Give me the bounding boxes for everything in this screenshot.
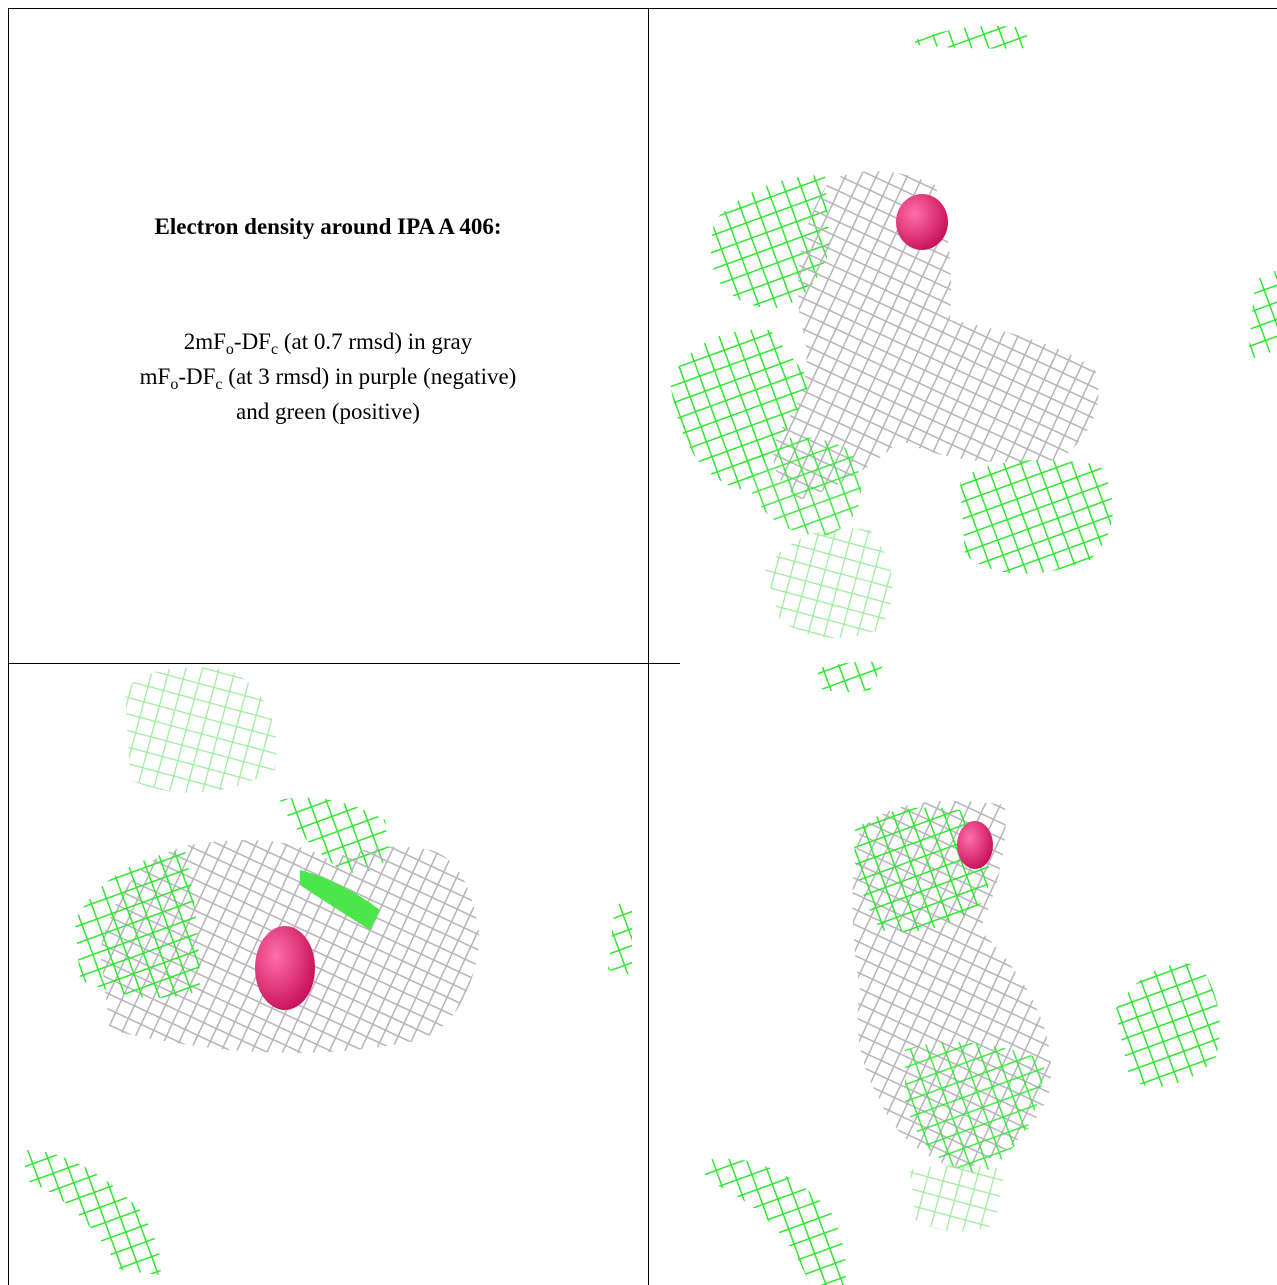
text-run: mF [139,364,171,389]
text-run: -DF [178,364,216,389]
caption-line: and green (positive) [8,394,648,429]
subscript: c [270,341,279,358]
table-borders [8,8,1277,1285]
caption-line: mFo-DFc (at 3 rmsd) in purple (negative) [8,359,648,394]
caption-lines: 2mFo-DFc (at 0.7 rmsd) in gray mFo-DFc (a… [8,324,648,429]
text-run: -DF [233,329,271,354]
caption-title: Electron density around IPA A 406: [154,214,502,239]
subscript: o [170,376,179,393]
caption-line: 2mFo-DFc (at 0.7 rmsd) in gray [8,324,648,359]
subscript: c [215,376,223,393]
caption: Electron density around IPA A 406: 2mFo-… [8,8,648,663]
text-run: (at 3 rmsd) in purple (negative) [222,364,517,389]
panel-bottom-right [705,800,1220,1285]
text-run: and green (positive) [236,399,420,424]
text-run: (at 0.7 rmsd) in gray [278,329,473,354]
panel-bottom-left [25,667,632,1275]
panel-top-right [670,25,1277,693]
text-run: 2mF [183,329,226,354]
subscript: o [225,341,234,358]
